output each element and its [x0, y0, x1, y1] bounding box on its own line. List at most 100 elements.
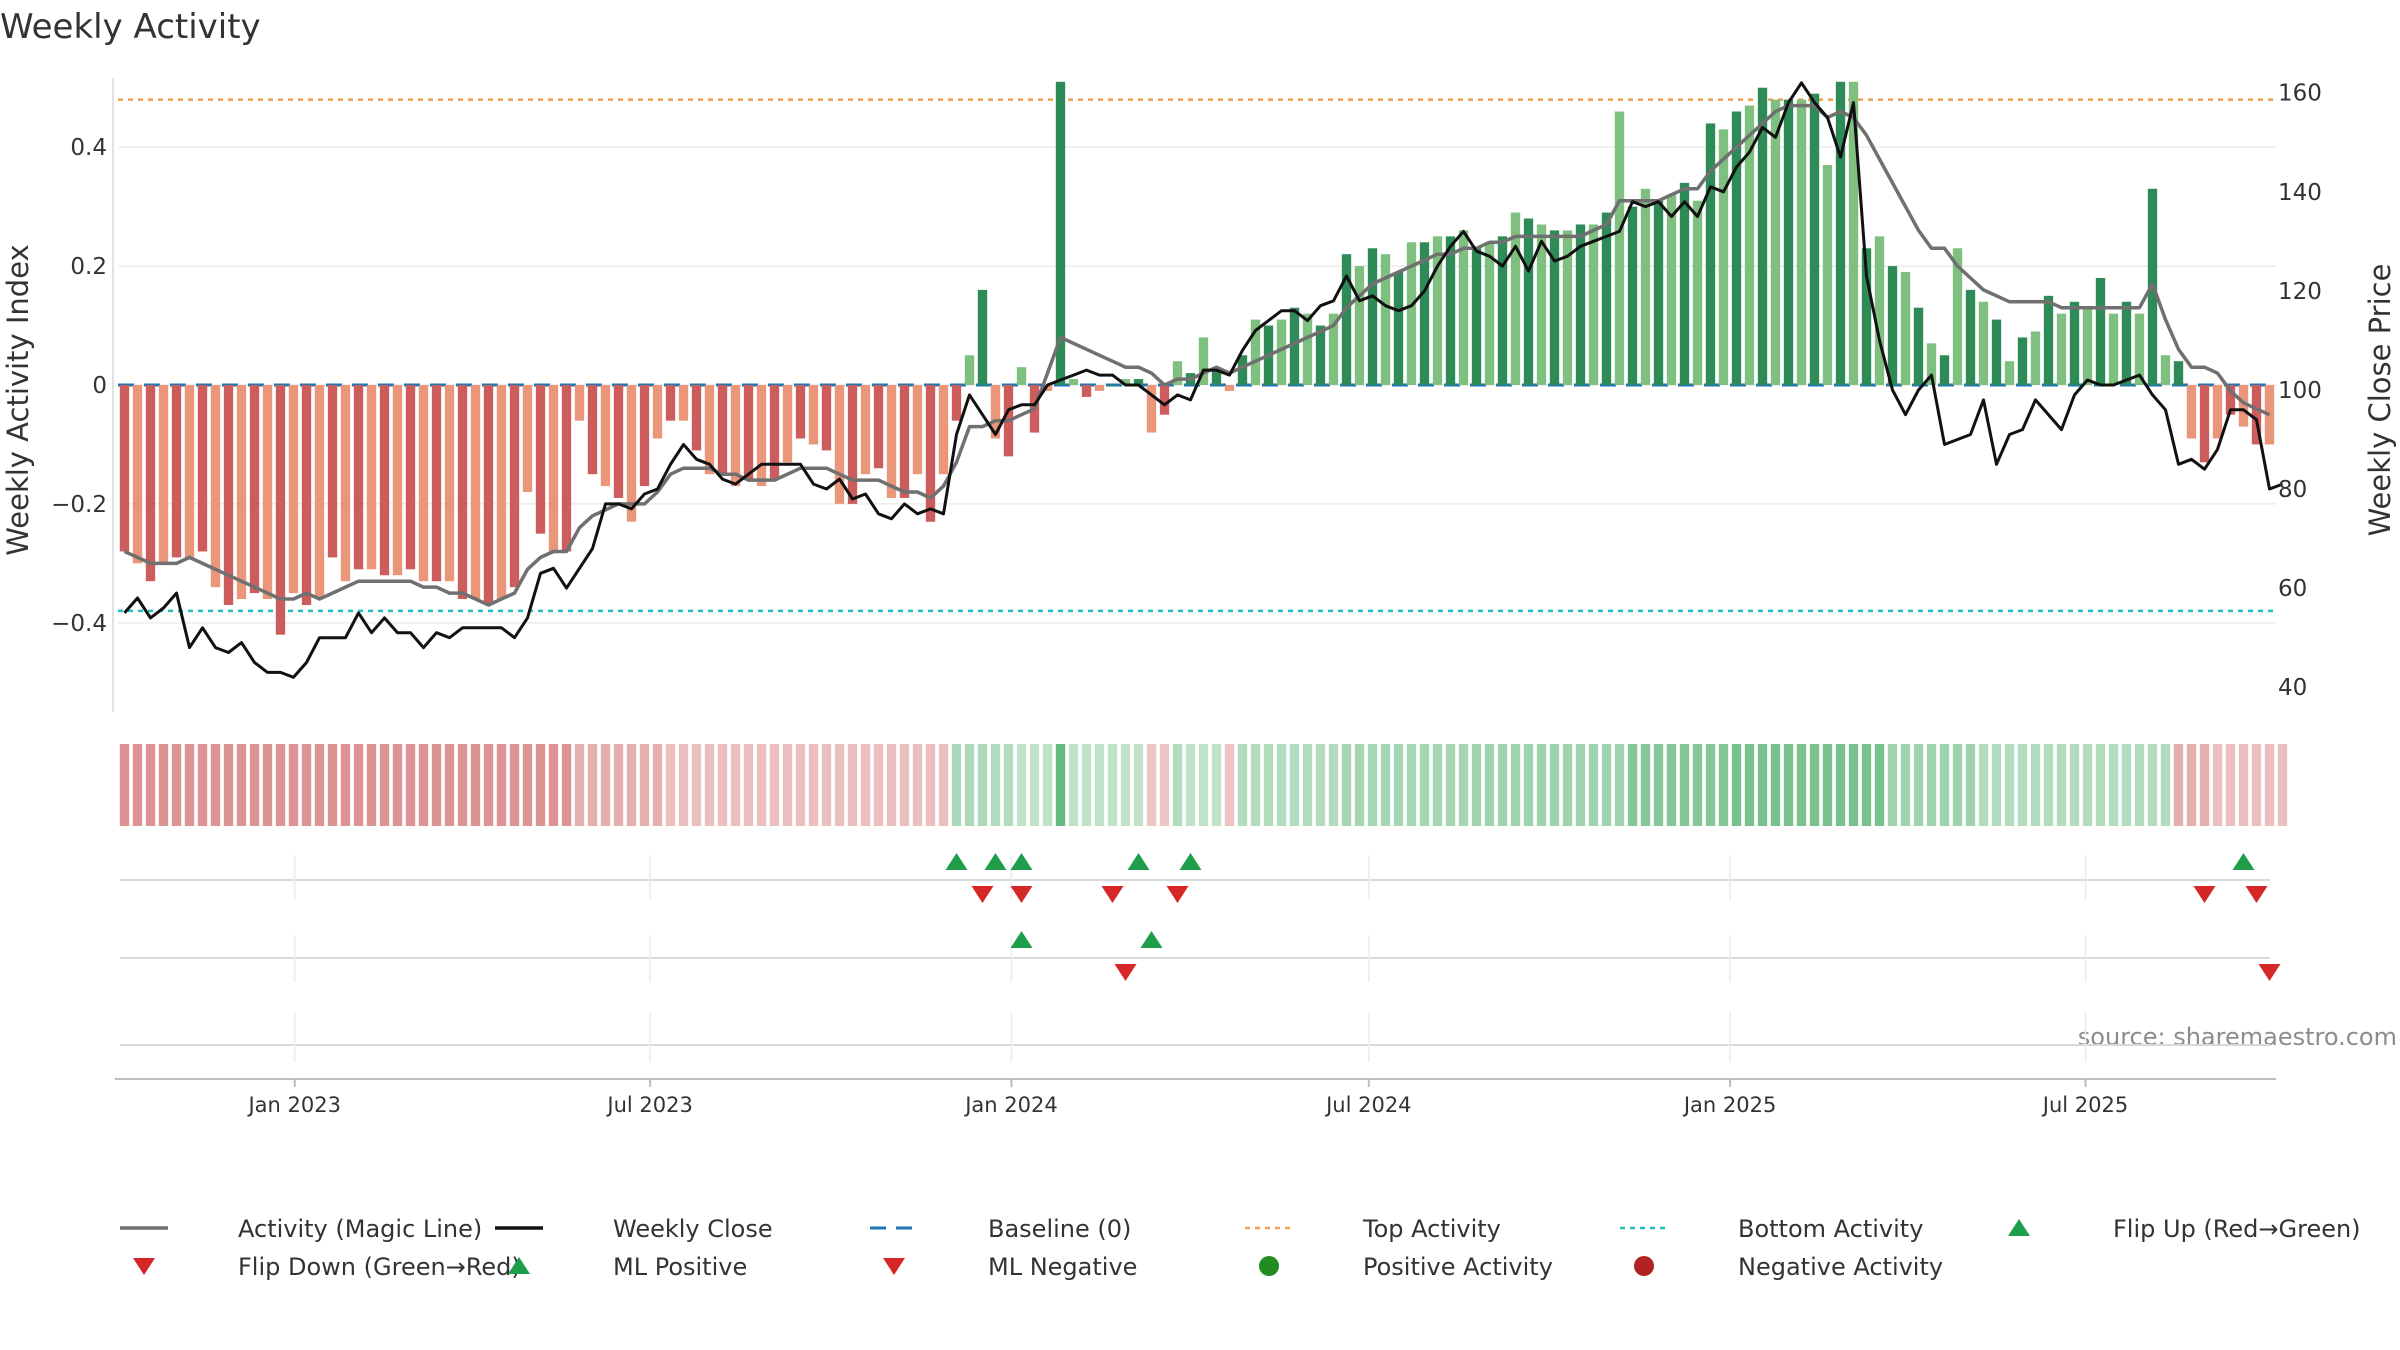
- legend-swatch: [1259, 1256, 1279, 1276]
- activity-bar: [1081, 385, 1092, 397]
- activity-bar: [1614, 111, 1625, 385]
- activity-bar: [1055, 81, 1066, 386]
- band-cell: [1887, 744, 1898, 826]
- activity-bar: [288, 385, 299, 594]
- band-cell: [444, 744, 455, 826]
- flip-down-marker: [1010, 886, 1033, 903]
- band-cell: [1796, 744, 1807, 826]
- activity-bar: [834, 385, 845, 504]
- right-tick-label: 100: [2278, 378, 2322, 404]
- right-tick-label: 80: [2278, 477, 2307, 503]
- band-cell: [730, 744, 741, 826]
- activity-bar: [1913, 307, 1924, 385]
- band-cell: [1120, 744, 1131, 826]
- activity-bar: [1458, 230, 1469, 385]
- activity-bar: [262, 385, 273, 600]
- band-cell: [522, 744, 533, 826]
- band-cell: [1224, 744, 1235, 826]
- y-axis-left-label: Weekly Activity Index: [1, 244, 35, 555]
- activity-bar: [1146, 385, 1157, 433]
- band-cell: [1315, 744, 1326, 826]
- band-cell: [496, 744, 507, 826]
- activity-bar: [782, 385, 793, 463]
- activity-bar: [509, 385, 520, 588]
- band-cell: [2199, 744, 2210, 826]
- flip-up-marker: [2232, 853, 2255, 870]
- activity-bar: [366, 385, 377, 570]
- activity-bar: [236, 385, 247, 600]
- band-cell: [353, 744, 364, 826]
- activity-bar: [873, 385, 884, 469]
- chart-title: Weekly Activity: [0, 7, 261, 47]
- activity-bar: [1796, 99, 1807, 386]
- activity-bar: [1575, 224, 1586, 385]
- activity-bar: [2017, 337, 2028, 385]
- activity-bar: [2238, 385, 2249, 427]
- activity-bar: [1250, 319, 1261, 385]
- activity-bar: [145, 385, 156, 582]
- band-cell: [2238, 744, 2249, 826]
- band-cell: [795, 744, 806, 826]
- band-cell: [2251, 744, 2262, 826]
- activity-bar: [678, 385, 689, 421]
- flip-down-marker: [971, 886, 994, 903]
- band-cell: [626, 744, 637, 826]
- legend-swatch: [508, 1257, 530, 1274]
- band-cell: [236, 744, 247, 826]
- flip-down-marker: [2193, 886, 2216, 903]
- band-cell: [1198, 744, 1209, 826]
- activity-bar: [561, 385, 572, 552]
- x-tick-label: Jan 2023: [246, 1093, 341, 1117]
- band-cell: [951, 744, 962, 826]
- band-cell: [249, 744, 260, 826]
- activity-bar: [626, 385, 637, 522]
- band-cell: [2004, 744, 2015, 826]
- band-cell: [2160, 744, 2171, 826]
- band-cell: [1627, 744, 1638, 826]
- band-cell: [1926, 744, 1937, 826]
- activity-bar: [2199, 385, 2210, 463]
- activity-bar: [1341, 254, 1352, 385]
- band-cell: [1666, 744, 1677, 826]
- band-cell: [1861, 744, 1872, 826]
- legend: Activity (Magic Line) Weekly Close Baselin…: [120, 1215, 2361, 1281]
- band-cell: [145, 744, 156, 826]
- band-cell: [1523, 744, 1534, 826]
- band-cell: [1913, 744, 1924, 826]
- activity-bar: [1224, 385, 1235, 391]
- activity-bar: [1588, 224, 1599, 385]
- band-cell: [1471, 744, 1482, 826]
- activity-bar: [769, 385, 780, 481]
- band-cell: [1380, 744, 1391, 826]
- activity-bar: [1822, 165, 1833, 385]
- activity-bar: [2212, 385, 2223, 439]
- band-cell: [873, 744, 884, 826]
- activity-bar: [2069, 301, 2080, 385]
- activity-bar: [847, 385, 858, 504]
- band-cell: [2212, 744, 2223, 826]
- activity-bar: [184, 385, 195, 558]
- legend-label: Baseline (0): [988, 1215, 1131, 1243]
- band-cell: [132, 744, 143, 826]
- band-cell: [1679, 744, 1690, 826]
- activity-bar: [1679, 182, 1690, 385]
- flip-up-marker: [984, 853, 1007, 870]
- activity-bar: [1380, 254, 1391, 385]
- band-cell: [470, 744, 481, 826]
- band-cell: [1328, 744, 1339, 826]
- activity-bar: [314, 385, 325, 600]
- activity-bar: [2082, 307, 2093, 385]
- band-cell: [1692, 744, 1703, 826]
- activity-bar: [1367, 248, 1378, 385]
- band-cell: [1588, 744, 1599, 826]
- band-cell: [288, 744, 299, 826]
- x-tick-label: Jul 2025: [2041, 1093, 2128, 1117]
- activity-bar: [1276, 319, 1287, 385]
- ml-positive-marker: [1010, 931, 1033, 948]
- activity-bar: [1848, 81, 1859, 386]
- activity-bar: [1744, 105, 1755, 386]
- band-cell: [275, 744, 286, 826]
- band-cell: [1575, 744, 1586, 826]
- activity-bar: [2043, 295, 2054, 385]
